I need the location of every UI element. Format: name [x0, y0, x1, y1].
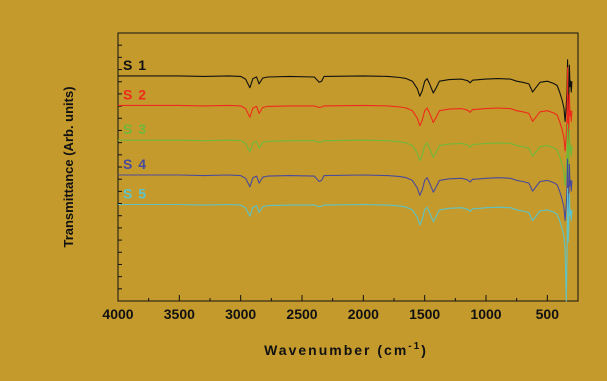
x-tick-label-1000: 1000	[470, 306, 501, 322]
series-line-s3	[118, 123, 573, 187]
series-line-s5	[118, 187, 573, 302]
x-tick-label-3500: 3500	[164, 306, 195, 322]
plot-area: 4000 3500 3000 2500 2000 1500 1000 500 S 1S 2S …	[102, 32, 579, 322]
x-tick-label-2500: 2500	[286, 306, 317, 322]
series-label-s5: S 5	[123, 186, 147, 202]
x-axis-label: Wavenumber (cm-1)	[264, 341, 428, 358]
x-axis-label-tail: )	[421, 342, 428, 358]
x-tick-label-2000: 2000	[348, 306, 379, 322]
series-label-s1: S 1	[123, 57, 147, 73]
series-line-s4	[118, 158, 573, 222]
series-label-s2: S 2	[123, 86, 147, 102]
series-line-s1	[118, 59, 573, 122]
x-tick-label-500: 500	[536, 306, 560, 322]
y-axis-ticks	[118, 44, 122, 290]
series-layer	[118, 59, 573, 302]
x-axis-ticks: 4000 3500 3000 2500 2000 1500 1000 500	[102, 295, 559, 322]
series-labels: S 1 S 2 S 3 S 4 S 5	[123, 57, 147, 202]
y-axis-label: Transmittance (Arb. units)	[61, 86, 76, 247]
series-line-s2	[118, 67, 573, 152]
x-axis-label-main: Wavenumber (cm	[264, 342, 408, 358]
x-tick-label-3000: 3000	[225, 306, 256, 322]
series-label-s3: S 3	[123, 121, 147, 137]
x-tick-label-1500: 1500	[409, 306, 440, 322]
x-axis-label-sup: -1	[408, 341, 421, 352]
x-tick-label-4000: 4000	[102, 306, 133, 322]
series-label-s4: S 4	[123, 156, 147, 172]
